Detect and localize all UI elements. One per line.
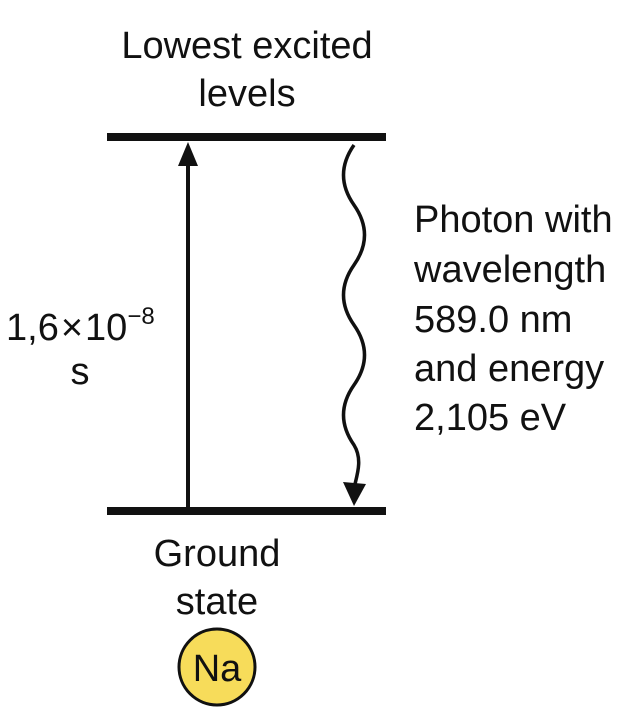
photon-line4: and energy <box>414 348 604 390</box>
lifetime-mantissa: 1,6 <box>6 307 59 349</box>
excitation-arrowhead <box>178 142 198 166</box>
sodium-badge <box>177 627 257 707</box>
lifetime-unit: s <box>71 351 90 393</box>
photon-line3: 589.0 nm <box>414 299 572 341</box>
photon-line1: Photon with <box>414 199 613 241</box>
photon-line5: 2,105 eV <box>414 397 567 439</box>
emission-wavy-arrow <box>341 143 367 485</box>
lifetime-base: 10 <box>85 307 127 349</box>
lifetime-value: 1,6×10−8 <box>6 303 155 349</box>
upper-level-label-line2: levels <box>198 73 295 115</box>
lifetime-exponent: −8 <box>127 303 154 330</box>
ground-state-label-line2: state <box>176 581 258 623</box>
upper-level-label-line1: Lowest excited <box>121 25 372 67</box>
ground-state-label-line1: Ground <box>154 533 281 575</box>
photon-line2: wavelength <box>413 249 606 291</box>
lifetime-times: × <box>61 307 83 349</box>
emission-arrowhead <box>343 482 366 506</box>
sodium-symbol: Na <box>193 648 242 690</box>
